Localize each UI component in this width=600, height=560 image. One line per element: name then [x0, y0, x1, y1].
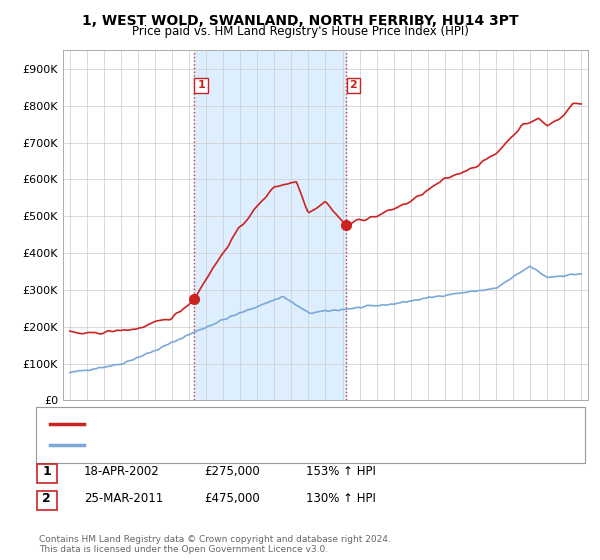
Text: 18-APR-2002: 18-APR-2002: [84, 465, 160, 478]
Text: Price paid vs. HM Land Registry's House Price Index (HPI): Price paid vs. HM Land Registry's House …: [131, 25, 469, 38]
Text: HPI: Average price, detached house, East Riding of Yorkshire: HPI: Average price, detached house, East…: [90, 440, 406, 450]
Text: 1, WEST WOLD, SWANLAND, NORTH FERRIBY, HU14 3PT (detached house): 1, WEST WOLD, SWANLAND, NORTH FERRIBY, H…: [90, 419, 476, 429]
Text: Contains HM Land Registry data © Crown copyright and database right 2024.
This d: Contains HM Land Registry data © Crown c…: [39, 535, 391, 554]
Text: £275,000: £275,000: [204, 465, 260, 478]
Bar: [194, 50, 346, 400]
Text: 2: 2: [43, 492, 51, 505]
Text: £475,000: £475,000: [204, 492, 260, 505]
Text: 1, WEST WOLD, SWANLAND, NORTH FERRIBY, HU14 3PT: 1, WEST WOLD, SWANLAND, NORTH FERRIBY, H…: [82, 14, 518, 28]
Text: 153% ↑ HPI: 153% ↑ HPI: [306, 465, 376, 478]
Text: 1: 1: [43, 465, 51, 478]
Text: 2: 2: [349, 81, 357, 90]
Text: 25-MAR-2011: 25-MAR-2011: [84, 492, 163, 505]
Text: 1: 1: [197, 81, 205, 90]
Text: 130% ↑ HPI: 130% ↑ HPI: [306, 492, 376, 505]
